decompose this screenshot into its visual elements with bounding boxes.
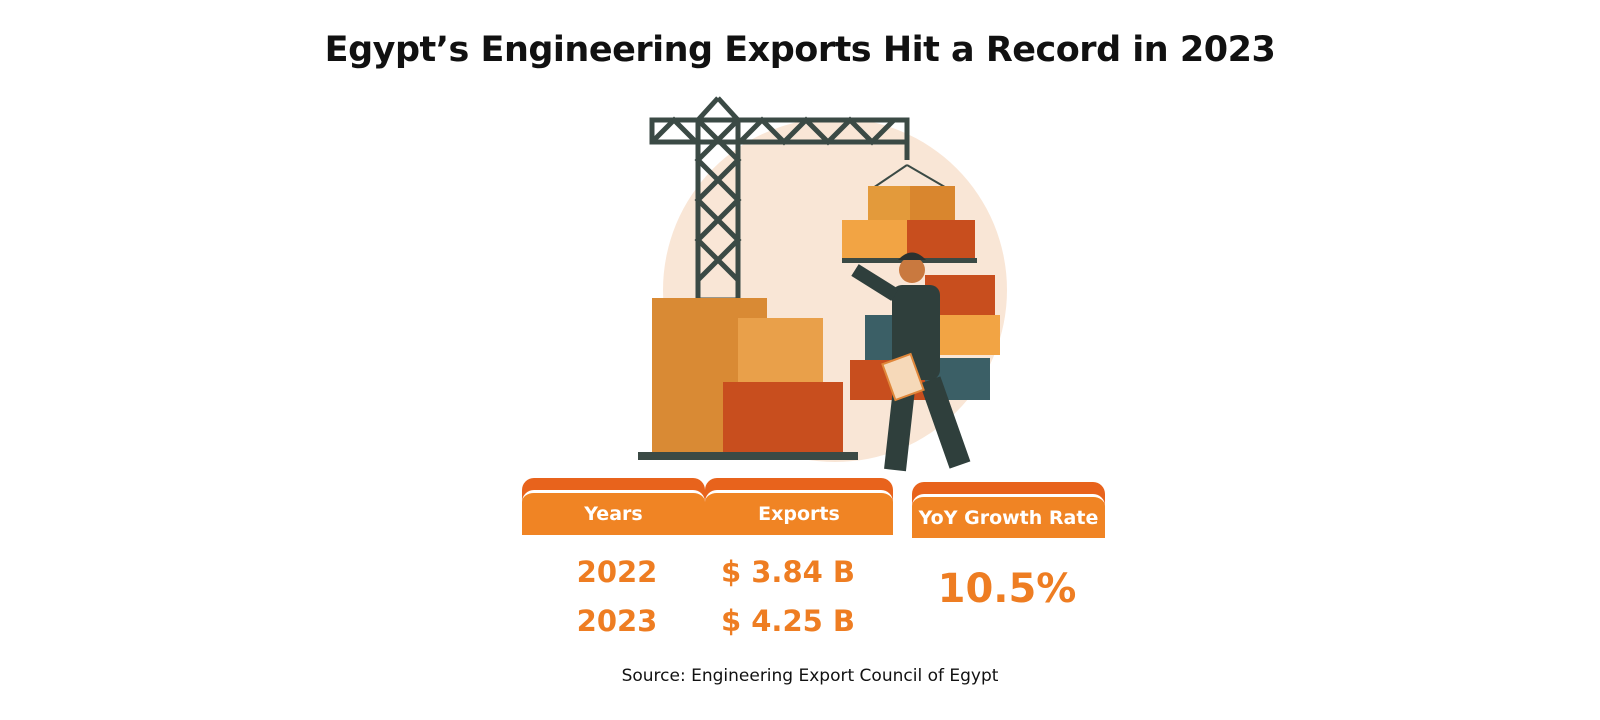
- header-growth-rate: YoY Growth Rate: [912, 482, 1105, 538]
- shipping-crane-illustration: [638, 96, 1007, 472]
- page-title: Egypt’s Engineering Exports Hit a Record…: [324, 30, 1276, 70]
- header-years: Years: [522, 478, 705, 535]
- source-note: Source: Engineering Export Council of Eg…: [621, 666, 999, 686]
- year-2023: 2023: [576, 604, 658, 638]
- year-2022: 2022: [576, 555, 658, 589]
- exports-2022: $ 3.84 B: [720, 555, 856, 589]
- exports-2023: $ 4.25 B: [720, 604, 856, 638]
- header-exports: Exports: [705, 478, 893, 535]
- yoy-growth-value: 10.5%: [937, 566, 1077, 612]
- crane-icon: [649, 96, 951, 303]
- worker-figure: [851, 252, 971, 472]
